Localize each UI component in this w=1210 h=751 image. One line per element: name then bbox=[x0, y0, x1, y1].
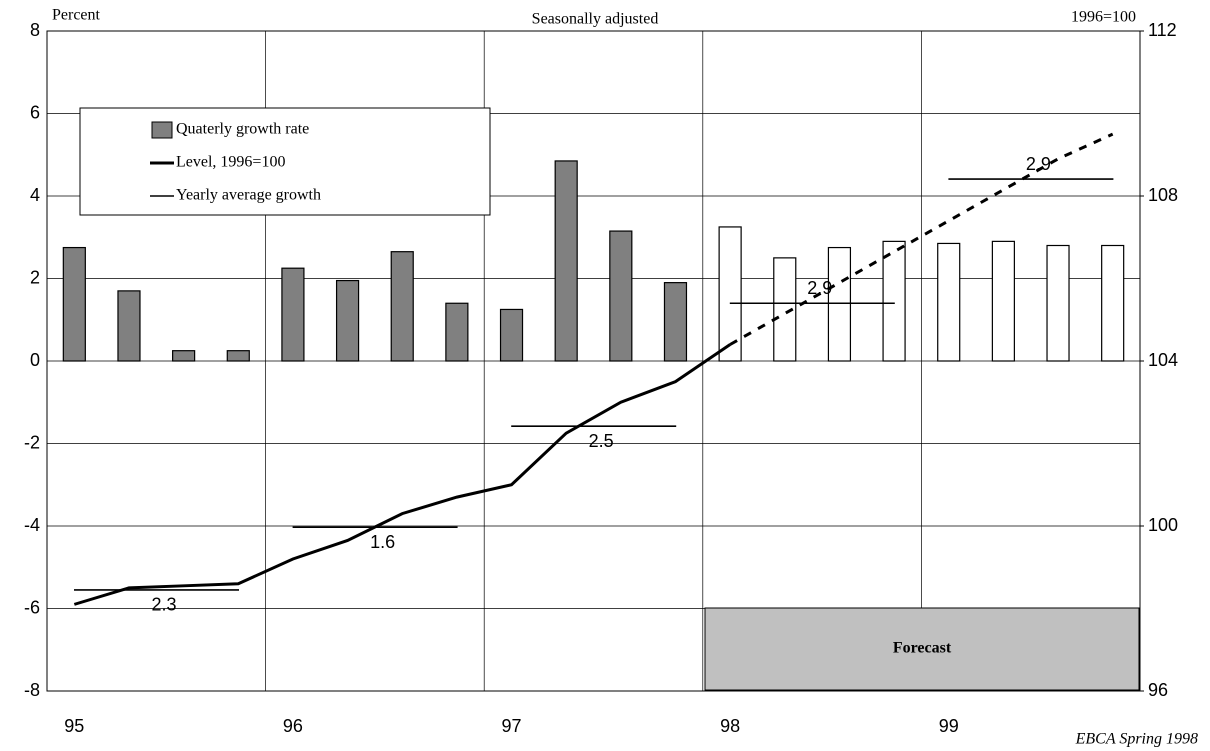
x-tick-label: 98 bbox=[720, 716, 740, 736]
bar bbox=[445, 302, 469, 362]
legend: Quaterly growth rate Level, 1996=100 Yearl… bbox=[79, 107, 491, 216]
y-tick-label: 8 bbox=[30, 20, 40, 40]
bar bbox=[827, 246, 852, 362]
bar bbox=[882, 240, 906, 362]
bar bbox=[117, 290, 141, 362]
bar bbox=[62, 246, 86, 362]
bar bbox=[991, 240, 1015, 362]
x-tick-label: 95 bbox=[64, 716, 84, 736]
bar bbox=[663, 282, 688, 362]
y-tick-label: 6 bbox=[30, 102, 40, 122]
bar bbox=[554, 160, 578, 362]
y-axis-label: Percent bbox=[52, 7, 101, 24]
legend-label: Yearly average growth bbox=[176, 187, 321, 204]
bar bbox=[499, 308, 524, 362]
bar bbox=[1101, 244, 1125, 362]
forecast-label: Forecast bbox=[893, 640, 952, 657]
source: EBCA Spring 1998 bbox=[1075, 731, 1198, 748]
yearly-average-label: 2.5 bbox=[589, 431, 614, 451]
bar bbox=[390, 251, 414, 362]
bar bbox=[609, 230, 633, 362]
y2-tick-label: 96 bbox=[1148, 680, 1168, 700]
level-line bbox=[73, 343, 731, 606]
yearly-average-label: 1.6 bbox=[370, 532, 395, 552]
bar bbox=[773, 257, 797, 362]
bar bbox=[1046, 244, 1070, 362]
bar bbox=[718, 226, 742, 362]
x-tick-label: 99 bbox=[939, 716, 959, 736]
marks bbox=[62, 132, 1125, 606]
x-tick-label: 96 bbox=[283, 716, 303, 736]
y2-tick-label: 112 bbox=[1148, 20, 1177, 40]
y-tick-label: 0 bbox=[30, 350, 40, 370]
yearly-average-label: 2.9 bbox=[807, 278, 832, 298]
y2-axis-label: 1996=100 bbox=[1071, 9, 1136, 26]
bar bbox=[226, 350, 250, 362]
y2-tick-label: 108 bbox=[1148, 185, 1178, 205]
y-tick-label: -6 bbox=[24, 597, 40, 617]
y-tick-label: -2 bbox=[24, 432, 40, 452]
plot-frame bbox=[46, 30, 1141, 692]
y2-tick-label: 104 bbox=[1148, 350, 1178, 370]
legend-label: Quaterly growth rate bbox=[176, 121, 309, 138]
bar bbox=[172, 350, 196, 362]
chart-title: Seasonally adjusted bbox=[532, 11, 659, 28]
yearly-average-label: 2.9 bbox=[1026, 154, 1051, 174]
y-tick-label: -4 bbox=[24, 515, 40, 535]
x-tick-label: 97 bbox=[502, 716, 522, 736]
bar bbox=[937, 242, 961, 362]
legend-label: Level, 1996=100 bbox=[176, 154, 285, 171]
legend-box bbox=[79, 107, 491, 216]
forecast-box bbox=[704, 607, 1140, 691]
y-tick-label: 2 bbox=[30, 267, 40, 287]
legend-swatch bbox=[151, 121, 173, 139]
bar bbox=[281, 267, 305, 362]
bar bbox=[335, 279, 360, 362]
y-tick-label: -8 bbox=[24, 680, 40, 700]
yearly-average-label: 2.3 bbox=[151, 595, 176, 615]
y2-tick-label: 100 bbox=[1148, 515, 1178, 535]
y-tick-label: 4 bbox=[30, 185, 40, 205]
